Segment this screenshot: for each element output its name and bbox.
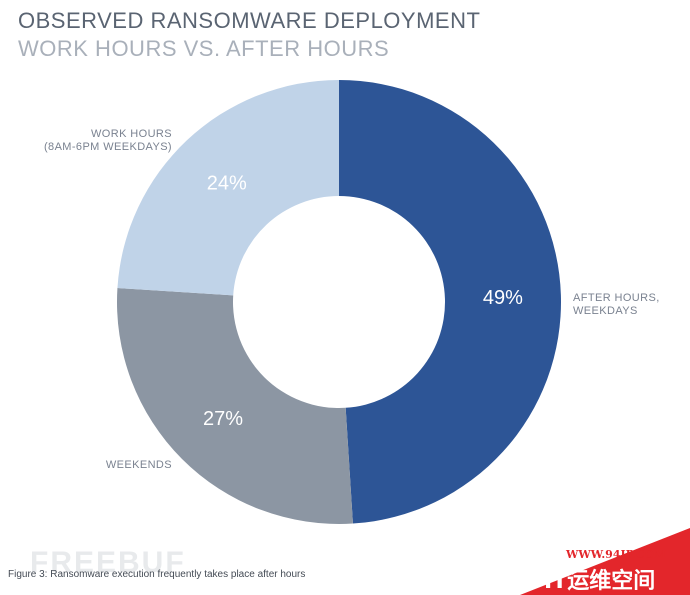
watermark-url: WWW.94IP.COM (565, 548, 666, 561)
category-label-weekends: WEEKENDS (106, 459, 172, 472)
slice-value-label: 27% (203, 408, 243, 430)
category-label-after-hours: AFTER HOURS, WEEKDAYS (573, 292, 660, 318)
category-label-line: WEEKENDS (105, 459, 172, 471)
slice-weekends (116, 288, 353, 524)
chart-title: OBSERVED RANSOMWARE DEPLOYMENT (18, 8, 481, 33)
slice-value-label: 49% (483, 287, 523, 309)
category-label-work-hours: WORK HOURS (8AM-6PM WEEKDAYS) (44, 128, 172, 154)
slice-work-hours (117, 80, 339, 296)
freebuf-watermark: FREEBUF (30, 546, 186, 579)
figure-caption: Figure 3: Ransomware execution frequentl… (8, 569, 306, 580)
watermark-site-name: IT运维空间 (544, 568, 655, 594)
site-watermark-logo: WWW.94IP.COM IT运维空间 (520, 528, 690, 595)
category-label-line: (8AM-6PM WEEKDAYS) (43, 141, 172, 153)
category-label-line: AFTER HOURS, (573, 292, 660, 304)
watermark-red-triangle (520, 528, 690, 595)
donut-slices (116, 80, 562, 524)
chart-subtitle: WORK HOURS VS. AFTER HOURS (18, 36, 390, 61)
slice-after-hours-weekdays (339, 80, 562, 524)
category-label-line: WORK HOURS (91, 128, 172, 140)
category-label-line: WEEKDAYS (573, 305, 638, 317)
slice-value-labels: 49% 27% 24% (203, 172, 523, 430)
slice-value-label: 24% (207, 172, 247, 194)
